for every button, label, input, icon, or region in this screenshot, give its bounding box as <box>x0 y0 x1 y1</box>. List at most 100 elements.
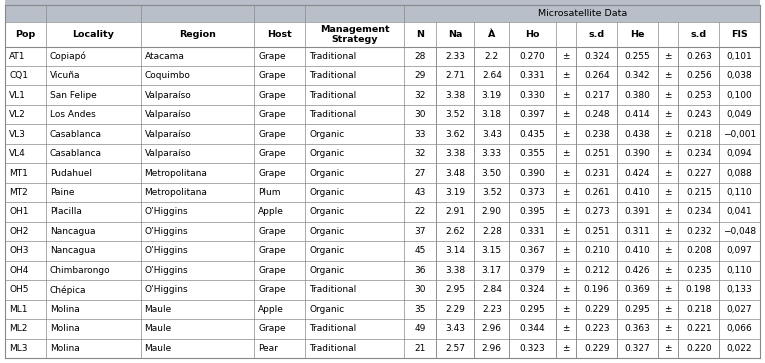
Text: 0.198: 0.198 <box>686 285 711 294</box>
Text: Organic: Organic <box>309 208 344 216</box>
Text: 0.379: 0.379 <box>519 266 545 275</box>
Text: ±: ± <box>562 208 570 216</box>
Text: 22: 22 <box>415 208 426 216</box>
Text: 0.255: 0.255 <box>625 52 650 61</box>
Text: 0.218: 0.218 <box>686 130 711 139</box>
Text: Copiapó: Copiapó <box>50 52 86 61</box>
Text: 27: 27 <box>415 168 426 178</box>
Text: 2.29: 2.29 <box>445 305 465 314</box>
Text: Grape: Grape <box>259 266 286 275</box>
Text: s.d: s.d <box>691 30 707 39</box>
Text: Chimbarongo: Chimbarongo <box>50 266 110 275</box>
Text: 3.38: 3.38 <box>445 149 465 158</box>
Text: 0.235: 0.235 <box>686 266 711 275</box>
Text: CQ1: CQ1 <box>9 71 28 80</box>
Text: 0.344: 0.344 <box>519 324 545 333</box>
Text: 0.330: 0.330 <box>519 91 545 100</box>
Text: VL1: VL1 <box>9 91 26 100</box>
Text: Valparaíso: Valparaíso <box>145 110 191 119</box>
Text: Traditional: Traditional <box>309 324 356 333</box>
Text: 2.84: 2.84 <box>482 285 502 294</box>
Text: 37: 37 <box>415 227 426 236</box>
Text: Microsatellite Data: Microsatellite Data <box>538 9 627 18</box>
Text: OH4: OH4 <box>9 266 28 275</box>
Text: 28: 28 <box>415 52 426 61</box>
Text: Paine: Paine <box>50 188 74 197</box>
Text: Traditional: Traditional <box>309 91 356 100</box>
Text: 0,110: 0,110 <box>727 188 753 197</box>
Text: Apple: Apple <box>259 305 284 314</box>
Text: 0.270: 0.270 <box>519 52 545 61</box>
Text: ±: ± <box>562 52 570 61</box>
Text: 0.369: 0.369 <box>625 285 650 294</box>
Text: Valparaíso: Valparaíso <box>145 91 191 100</box>
Text: 32: 32 <box>415 149 426 158</box>
Text: Ho: Ho <box>526 30 540 39</box>
Text: Organic: Organic <box>309 227 344 236</box>
Bar <box>405 0 760 5</box>
Text: Locality: Locality <box>72 30 114 39</box>
Text: 0,041: 0,041 <box>727 208 753 216</box>
Text: 33: 33 <box>415 130 426 139</box>
Text: 0,094: 0,094 <box>727 149 753 158</box>
Text: 21: 21 <box>415 344 426 353</box>
Text: 2.90: 2.90 <box>482 208 502 216</box>
Text: 0,133: 0,133 <box>727 285 753 294</box>
Text: 3.52: 3.52 <box>482 188 502 197</box>
Text: 0.390: 0.390 <box>519 168 545 178</box>
Text: ±: ± <box>665 266 672 275</box>
Text: 0.395: 0.395 <box>519 208 545 216</box>
Text: 0.232: 0.232 <box>686 227 711 236</box>
Text: MT2: MT2 <box>9 188 28 197</box>
Text: 0,101: 0,101 <box>727 52 753 61</box>
Text: 0.251: 0.251 <box>584 227 610 236</box>
Text: OH1: OH1 <box>9 208 28 216</box>
Text: Grape: Grape <box>259 71 286 80</box>
Text: 3.19: 3.19 <box>445 188 465 197</box>
Text: Apple: Apple <box>259 208 284 216</box>
Text: Traditional: Traditional <box>309 52 356 61</box>
Text: 0.327: 0.327 <box>625 344 650 353</box>
Text: 0.331: 0.331 <box>519 71 545 80</box>
Text: ±: ± <box>562 110 570 119</box>
Text: 0.251: 0.251 <box>584 149 610 158</box>
Text: Coquimbo: Coquimbo <box>145 71 190 80</box>
Text: ±: ± <box>665 305 672 314</box>
Text: s.d: s.d <box>589 30 605 39</box>
Text: 3.38: 3.38 <box>445 266 465 275</box>
Text: ±: ± <box>562 305 570 314</box>
Text: ±: ± <box>562 266 570 275</box>
Text: Casablanca: Casablanca <box>50 130 102 139</box>
Text: Valparaíso: Valparaíso <box>145 130 191 139</box>
Text: 0.217: 0.217 <box>584 91 610 100</box>
Text: FIS: FIS <box>731 30 748 39</box>
Text: 3.17: 3.17 <box>482 266 502 275</box>
Text: Organic: Organic <box>309 130 344 139</box>
Text: 0.424: 0.424 <box>625 168 650 178</box>
Text: 0.295: 0.295 <box>519 305 545 314</box>
Text: Metropolitana: Metropolitana <box>145 188 207 197</box>
Text: Molina: Molina <box>50 324 80 333</box>
Text: 0.223: 0.223 <box>584 324 610 333</box>
Text: ±: ± <box>562 246 570 256</box>
Text: VL3: VL3 <box>9 130 26 139</box>
Text: 0.414: 0.414 <box>625 110 650 119</box>
Text: Traditional: Traditional <box>309 110 356 119</box>
Text: 0,097: 0,097 <box>727 246 753 256</box>
Text: Grape: Grape <box>259 91 286 100</box>
Text: 0.295: 0.295 <box>625 305 650 314</box>
Text: 0.426: 0.426 <box>625 266 650 275</box>
Text: 0.227: 0.227 <box>686 168 711 178</box>
Text: 2.23: 2.23 <box>482 305 502 314</box>
Text: Traditional: Traditional <box>309 344 356 353</box>
Text: 0.221: 0.221 <box>686 324 711 333</box>
Text: 43: 43 <box>415 188 426 197</box>
Text: 3.19: 3.19 <box>482 91 502 100</box>
Text: Pear: Pear <box>259 344 278 353</box>
Text: Na: Na <box>448 30 463 39</box>
Text: −0,001: −0,001 <box>723 130 757 139</box>
Text: 0.438: 0.438 <box>625 130 650 139</box>
Text: 29: 29 <box>415 71 426 80</box>
Text: 0.253: 0.253 <box>686 91 711 100</box>
Text: Pudahuel: Pudahuel <box>50 168 92 178</box>
